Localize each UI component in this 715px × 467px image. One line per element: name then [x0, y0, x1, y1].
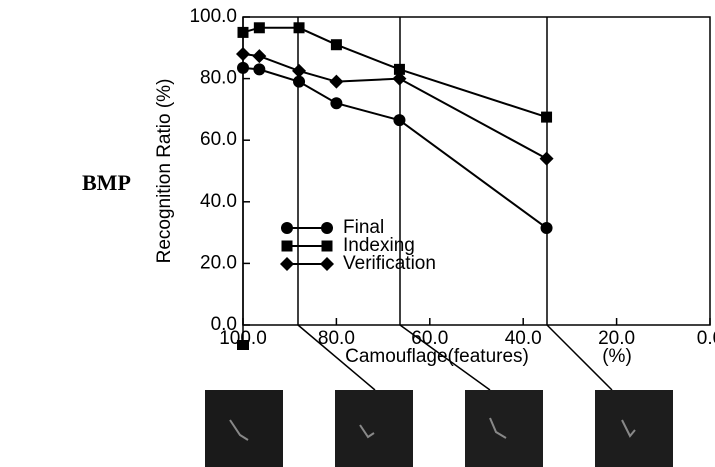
marker	[293, 22, 305, 34]
marker	[293, 75, 306, 88]
y-tick-label: 100.0	[189, 6, 237, 27]
plot-frame	[242, 16, 711, 326]
y-axis-label: Recognition Ratio (%)	[154, 79, 175, 264]
marker	[392, 71, 407, 86]
marker	[329, 74, 344, 89]
y-tick-label: 80.0	[200, 68, 237, 89]
marker	[539, 151, 554, 166]
thumbnail	[205, 390, 283, 467]
y-tick-label: 60.0	[200, 129, 237, 150]
y-tick-label: 20.0	[200, 252, 237, 273]
x-tick-label: 20.0	[598, 328, 635, 349]
x-tick-label: 100.0	[219, 328, 267, 349]
thumbnail	[465, 390, 543, 467]
x-tick-label: 60.0	[411, 328, 448, 349]
legend-marker	[281, 240, 293, 252]
marker	[237, 61, 249, 74]
marker	[292, 63, 307, 78]
legend-marker	[321, 222, 333, 234]
marker	[236, 46, 250, 61]
marker	[253, 22, 265, 34]
thumbnail	[595, 390, 673, 467]
x-tick-label: 40.0	[505, 328, 542, 349]
marker	[540, 221, 553, 234]
y-tick-label: 0.0	[211, 314, 237, 335]
marker	[541, 111, 553, 123]
legend-label: Indexing	[343, 235, 415, 256]
x-axis-unit: (%)	[602, 346, 632, 367]
x-tick-label: 0.0	[697, 328, 715, 349]
x-axis-label: Camouflage(features)	[345, 346, 529, 367]
y-tick-label: 40.0	[200, 191, 237, 212]
marker	[252, 49, 267, 64]
marker	[330, 97, 343, 110]
marker	[393, 63, 405, 75]
legend-label: Final	[343, 217, 384, 238]
series-line	[242, 66, 548, 229]
legend-label: Verification	[343, 253, 436, 274]
marker	[253, 63, 266, 76]
marker	[330, 39, 342, 51]
legend-marker	[321, 240, 333, 252]
thumbnails	[205, 390, 673, 467]
marker	[393, 114, 406, 127]
legend-marker	[281, 222, 293, 234]
thumbnail	[335, 390, 413, 467]
x-tick-label: 80.0	[318, 328, 355, 349]
legend-marker	[280, 257, 294, 271]
row-label: BMP	[82, 170, 131, 195]
marker	[237, 26, 249, 38]
pointer	[237, 340, 249, 350]
legend-marker	[320, 257, 334, 271]
